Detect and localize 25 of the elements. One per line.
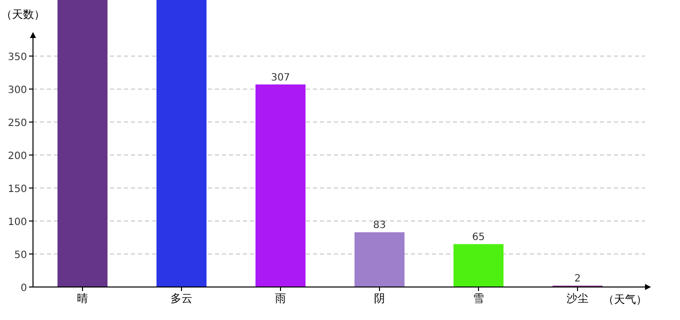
y-tick-label: 0 — [20, 283, 27, 294]
y-tick-label: 300 — [8, 85, 27, 96]
y-tick-label: 50 — [14, 250, 27, 262]
x-tick-label: 沙尘 — [566, 292, 588, 305]
y-tick-label: 350 — [8, 52, 27, 64]
x-axis-title: （天气） — [603, 293, 647, 306]
y-tick-label: 200 — [8, 151, 27, 162]
bar — [256, 84, 306, 287]
y-tick-label: 150 — [8, 184, 27, 196]
data-label: 2 — [574, 274, 581, 285]
data-label: 83 — [373, 220, 386, 232]
x-tick-label: 雨 — [275, 292, 286, 305]
bar — [58, 0, 108, 287]
x-tick-label: 晴 — [77, 292, 88, 305]
y-axis-title: （天数） — [1, 8, 45, 21]
x-tick-label: 阴 — [374, 292, 385, 305]
data-label: 65 — [472, 232, 485, 244]
bar — [454, 244, 504, 287]
bar — [156, 0, 206, 287]
bar — [354, 232, 404, 287]
x-tick-label: 雪 — [473, 292, 484, 305]
x-tick-label: 多云 — [170, 292, 192, 305]
y-tick-label: 100 — [8, 217, 27, 228]
y-tick-label: 250 — [8, 118, 27, 130]
data-label: 307 — [270, 72, 290, 84]
